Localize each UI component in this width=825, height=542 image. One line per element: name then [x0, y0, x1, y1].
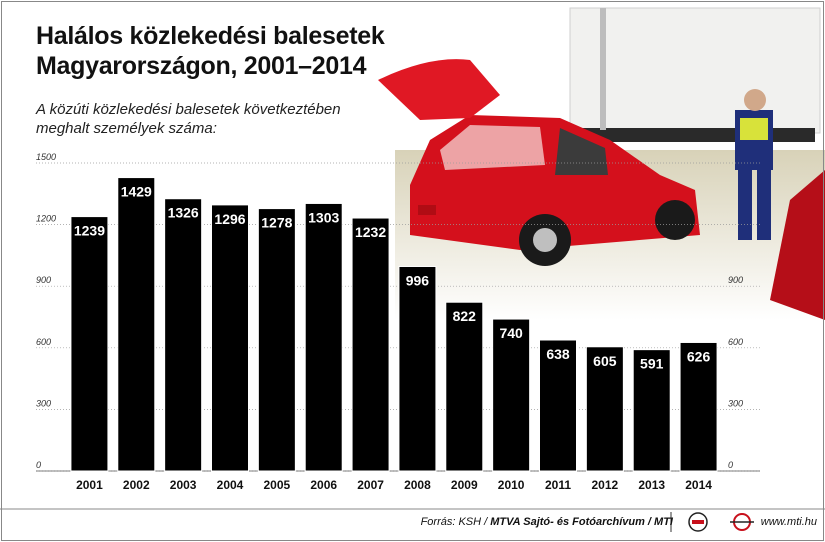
value-label-2001: 1239 [74, 223, 105, 239]
x-tick-label-2012: 2012 [592, 478, 619, 492]
source-prefix: Forrás: KSH / [420, 516, 491, 528]
bar-2001 [70, 216, 109, 472]
y-tick-label-left: 1500 [36, 152, 56, 162]
bar-2014 [679, 341, 718, 472]
bar-2009 [445, 301, 484, 472]
y-tick-label-left: 1200 [36, 214, 56, 224]
value-label-2005: 1278 [261, 215, 292, 231]
chart-title-line1: Halálos közlekedési balesetek [36, 22, 385, 50]
bar-2006 [304, 202, 343, 472]
bar-2012 [585, 346, 624, 472]
value-label-2009: 822 [453, 308, 477, 324]
value-label-2002: 1429 [121, 184, 152, 200]
x-tick-label-2001: 2001 [76, 478, 103, 492]
y-tick-label-left: 600 [36, 337, 51, 347]
bar-2004 [211, 204, 249, 472]
x-tick-label-2010: 2010 [498, 478, 525, 492]
bar-2013 [632, 349, 671, 472]
y-tick-label-right: 600 [728, 337, 743, 347]
y-tick-label-right: 900 [728, 275, 743, 285]
chart-title-line2: Magyarországon, 2001–2014 [36, 52, 367, 80]
x-tick-label-2008: 2008 [404, 478, 431, 492]
x-tick-label-2003: 2003 [170, 478, 197, 492]
x-tick-label-2014: 2014 [685, 478, 712, 492]
bar-2002 [117, 177, 156, 472]
value-label-2012: 605 [593, 353, 617, 369]
value-label-2010: 740 [499, 325, 523, 341]
bar-2005 [257, 208, 296, 472]
chart-subtitle-line2: meghalt személyek száma: [36, 120, 217, 137]
bar-2010 [492, 318, 531, 472]
y-tick-label-right: 300 [728, 398, 743, 408]
bar-2011 [539, 339, 577, 472]
value-label-2006: 1303 [308, 209, 339, 225]
x-tick-label-2009: 2009 [451, 478, 478, 492]
x-tick-label-2011: 2011 [545, 478, 571, 492]
x-tick-label-2007: 2007 [357, 478, 384, 492]
y-tick-label-left: 0 [36, 460, 41, 470]
value-label-2003: 1326 [168, 205, 199, 221]
bar-2003 [164, 198, 203, 472]
source-credit: Forrás: KSH / MTVA Sajtó- és Fotóarchívu… [421, 516, 673, 528]
value-label-2007: 1232 [355, 224, 386, 240]
bar-2007 [351, 217, 390, 472]
mtva-logo-icon [688, 512, 708, 532]
chart-subtitle-line1: A közúti közlekedési balesetek következt… [36, 101, 341, 118]
mti-logo-icon [730, 513, 754, 531]
source-agency: MTVA Sajtó- és Fotóarchívum / MTI [490, 516, 673, 528]
x-tick-label-2006: 2006 [310, 478, 337, 492]
bar-2008 [398, 265, 437, 472]
x-tick-label-2013: 2013 [638, 478, 665, 492]
y-tick-label-left: 900 [36, 275, 51, 285]
value-label-2014: 626 [687, 348, 711, 364]
x-tick-label-2005: 2005 [264, 478, 291, 492]
value-label-2011: 638 [546, 346, 570, 362]
y-tick-label-right: 0 [728, 460, 733, 470]
x-tick-label-2004: 2004 [217, 478, 244, 492]
value-label-2013: 591 [640, 356, 664, 372]
value-label-2008: 996 [406, 272, 430, 288]
mti-url-link[interactable]: www.mti.hu [760, 516, 817, 528]
y-tick-label-left: 300 [36, 398, 51, 408]
value-label-2004: 1296 [214, 211, 245, 227]
x-tick-label-2002: 2002 [123, 478, 150, 492]
